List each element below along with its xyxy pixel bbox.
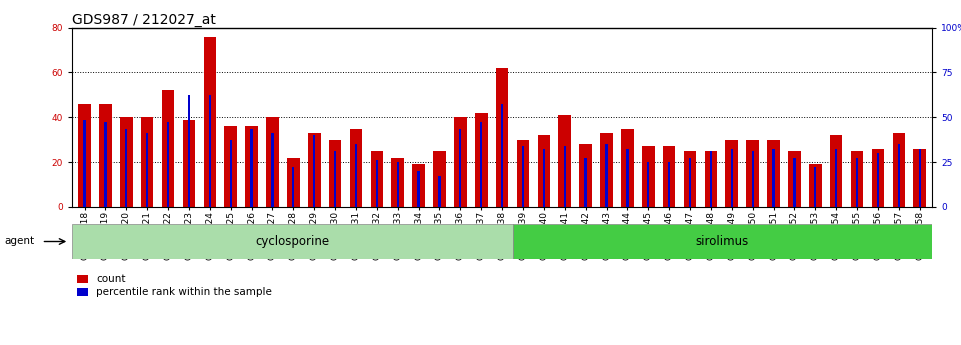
Bar bbox=[726, 140, 738, 207]
Bar bbox=[710, 151, 712, 207]
Bar bbox=[512, 224, 932, 259]
Bar bbox=[496, 68, 508, 207]
Bar bbox=[668, 162, 670, 207]
Bar bbox=[689, 158, 691, 207]
Bar bbox=[501, 104, 504, 207]
Bar bbox=[376, 160, 378, 207]
Bar bbox=[433, 151, 446, 207]
Bar bbox=[141, 117, 154, 207]
Bar bbox=[251, 128, 253, 207]
Bar bbox=[308, 133, 321, 207]
Bar bbox=[642, 146, 654, 207]
Bar bbox=[313, 135, 315, 207]
Bar bbox=[167, 122, 169, 207]
Bar bbox=[125, 128, 128, 207]
Bar bbox=[187, 95, 190, 207]
Bar bbox=[856, 158, 858, 207]
Bar bbox=[627, 149, 628, 207]
Bar bbox=[245, 126, 258, 207]
Bar bbox=[793, 158, 796, 207]
Bar bbox=[543, 149, 545, 207]
Text: cyclosporine: cyclosporine bbox=[256, 235, 330, 248]
Bar bbox=[747, 140, 759, 207]
Bar bbox=[830, 135, 843, 207]
Bar bbox=[850, 151, 863, 207]
Legend: count, percentile rank within the sample: count, percentile rank within the sample bbox=[77, 274, 272, 297]
Bar bbox=[683, 151, 697, 207]
Bar bbox=[271, 133, 274, 207]
Bar bbox=[183, 119, 195, 207]
Bar bbox=[579, 144, 592, 207]
Bar bbox=[230, 140, 232, 207]
Text: GDS987 / 212027_at: GDS987 / 212027_at bbox=[72, 12, 216, 27]
Bar bbox=[814, 167, 817, 207]
Bar bbox=[893, 133, 905, 207]
Bar bbox=[204, 37, 216, 207]
Bar bbox=[355, 144, 357, 207]
Bar bbox=[79, 104, 91, 207]
Bar bbox=[621, 128, 633, 207]
Bar bbox=[872, 149, 884, 207]
Bar bbox=[913, 149, 925, 207]
Bar bbox=[438, 176, 441, 207]
Bar bbox=[663, 146, 676, 207]
Bar bbox=[919, 149, 921, 207]
Bar bbox=[397, 162, 399, 207]
Bar bbox=[350, 128, 362, 207]
Bar bbox=[329, 140, 341, 207]
Bar bbox=[563, 146, 566, 207]
Bar bbox=[601, 133, 613, 207]
Bar bbox=[146, 133, 148, 207]
Text: agent: agent bbox=[5, 237, 35, 246]
Bar bbox=[480, 122, 482, 207]
Bar bbox=[584, 158, 587, 207]
Bar bbox=[522, 146, 524, 207]
Text: sirolimus: sirolimus bbox=[696, 235, 749, 248]
Bar bbox=[412, 164, 425, 207]
Bar bbox=[558, 115, 571, 207]
Bar bbox=[459, 128, 461, 207]
Bar bbox=[72, 224, 512, 259]
Bar bbox=[105, 122, 107, 207]
Bar bbox=[517, 140, 530, 207]
Bar bbox=[773, 149, 775, 207]
Bar bbox=[161, 90, 174, 207]
Bar bbox=[371, 151, 383, 207]
Bar bbox=[788, 151, 801, 207]
Bar bbox=[647, 162, 650, 207]
Bar bbox=[209, 95, 211, 207]
Bar bbox=[809, 164, 822, 207]
Bar bbox=[704, 151, 717, 207]
Bar bbox=[99, 104, 111, 207]
Bar bbox=[537, 135, 550, 207]
Bar bbox=[455, 117, 467, 207]
Bar bbox=[225, 126, 237, 207]
Bar bbox=[767, 140, 779, 207]
Bar bbox=[898, 144, 899, 207]
Bar bbox=[292, 167, 294, 207]
Bar bbox=[475, 113, 487, 207]
Bar bbox=[752, 151, 753, 207]
Bar bbox=[730, 149, 733, 207]
Bar bbox=[605, 144, 607, 207]
Bar bbox=[391, 158, 404, 207]
Bar bbox=[120, 117, 133, 207]
Bar bbox=[876, 153, 879, 207]
Bar bbox=[266, 117, 279, 207]
Bar bbox=[334, 151, 336, 207]
Bar bbox=[835, 149, 837, 207]
Bar bbox=[84, 119, 86, 207]
Bar bbox=[417, 171, 420, 207]
Bar bbox=[287, 158, 300, 207]
